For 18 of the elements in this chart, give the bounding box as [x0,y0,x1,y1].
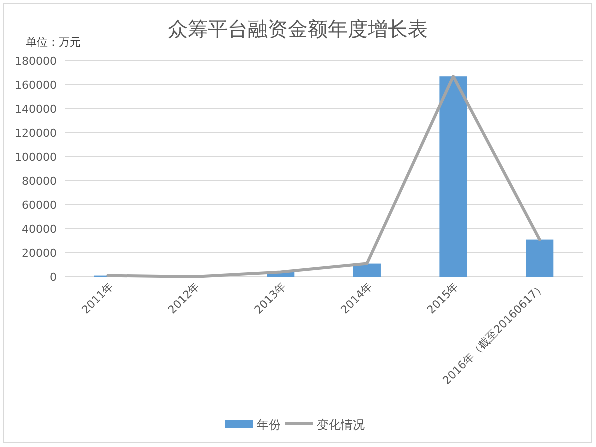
y-tick-label: 180000 [15,55,57,68]
bar [526,240,554,277]
y-tick-label: 60000 [22,199,57,212]
y-tick-label: 20000 [22,247,57,260]
legend-label: 变化情况 [317,418,365,432]
chart-title: 众筹平台融资金额年度增长表 [168,17,428,41]
bar [440,76,468,277]
y-tick-label: 160000 [15,79,57,92]
y-tick-label: 0 [50,271,57,284]
line-series [106,75,542,278]
bar [353,264,381,277]
y-tick-label: 40000 [22,223,57,236]
legend-label: 年份 [257,418,281,432]
y-axis-title: 单位：万元 [26,36,81,49]
y-tick-label: 100000 [15,151,57,164]
y-tick-label: 80000 [22,175,57,188]
y-tick-label: 120000 [15,127,57,140]
y-tick-label: 140000 [15,103,57,116]
